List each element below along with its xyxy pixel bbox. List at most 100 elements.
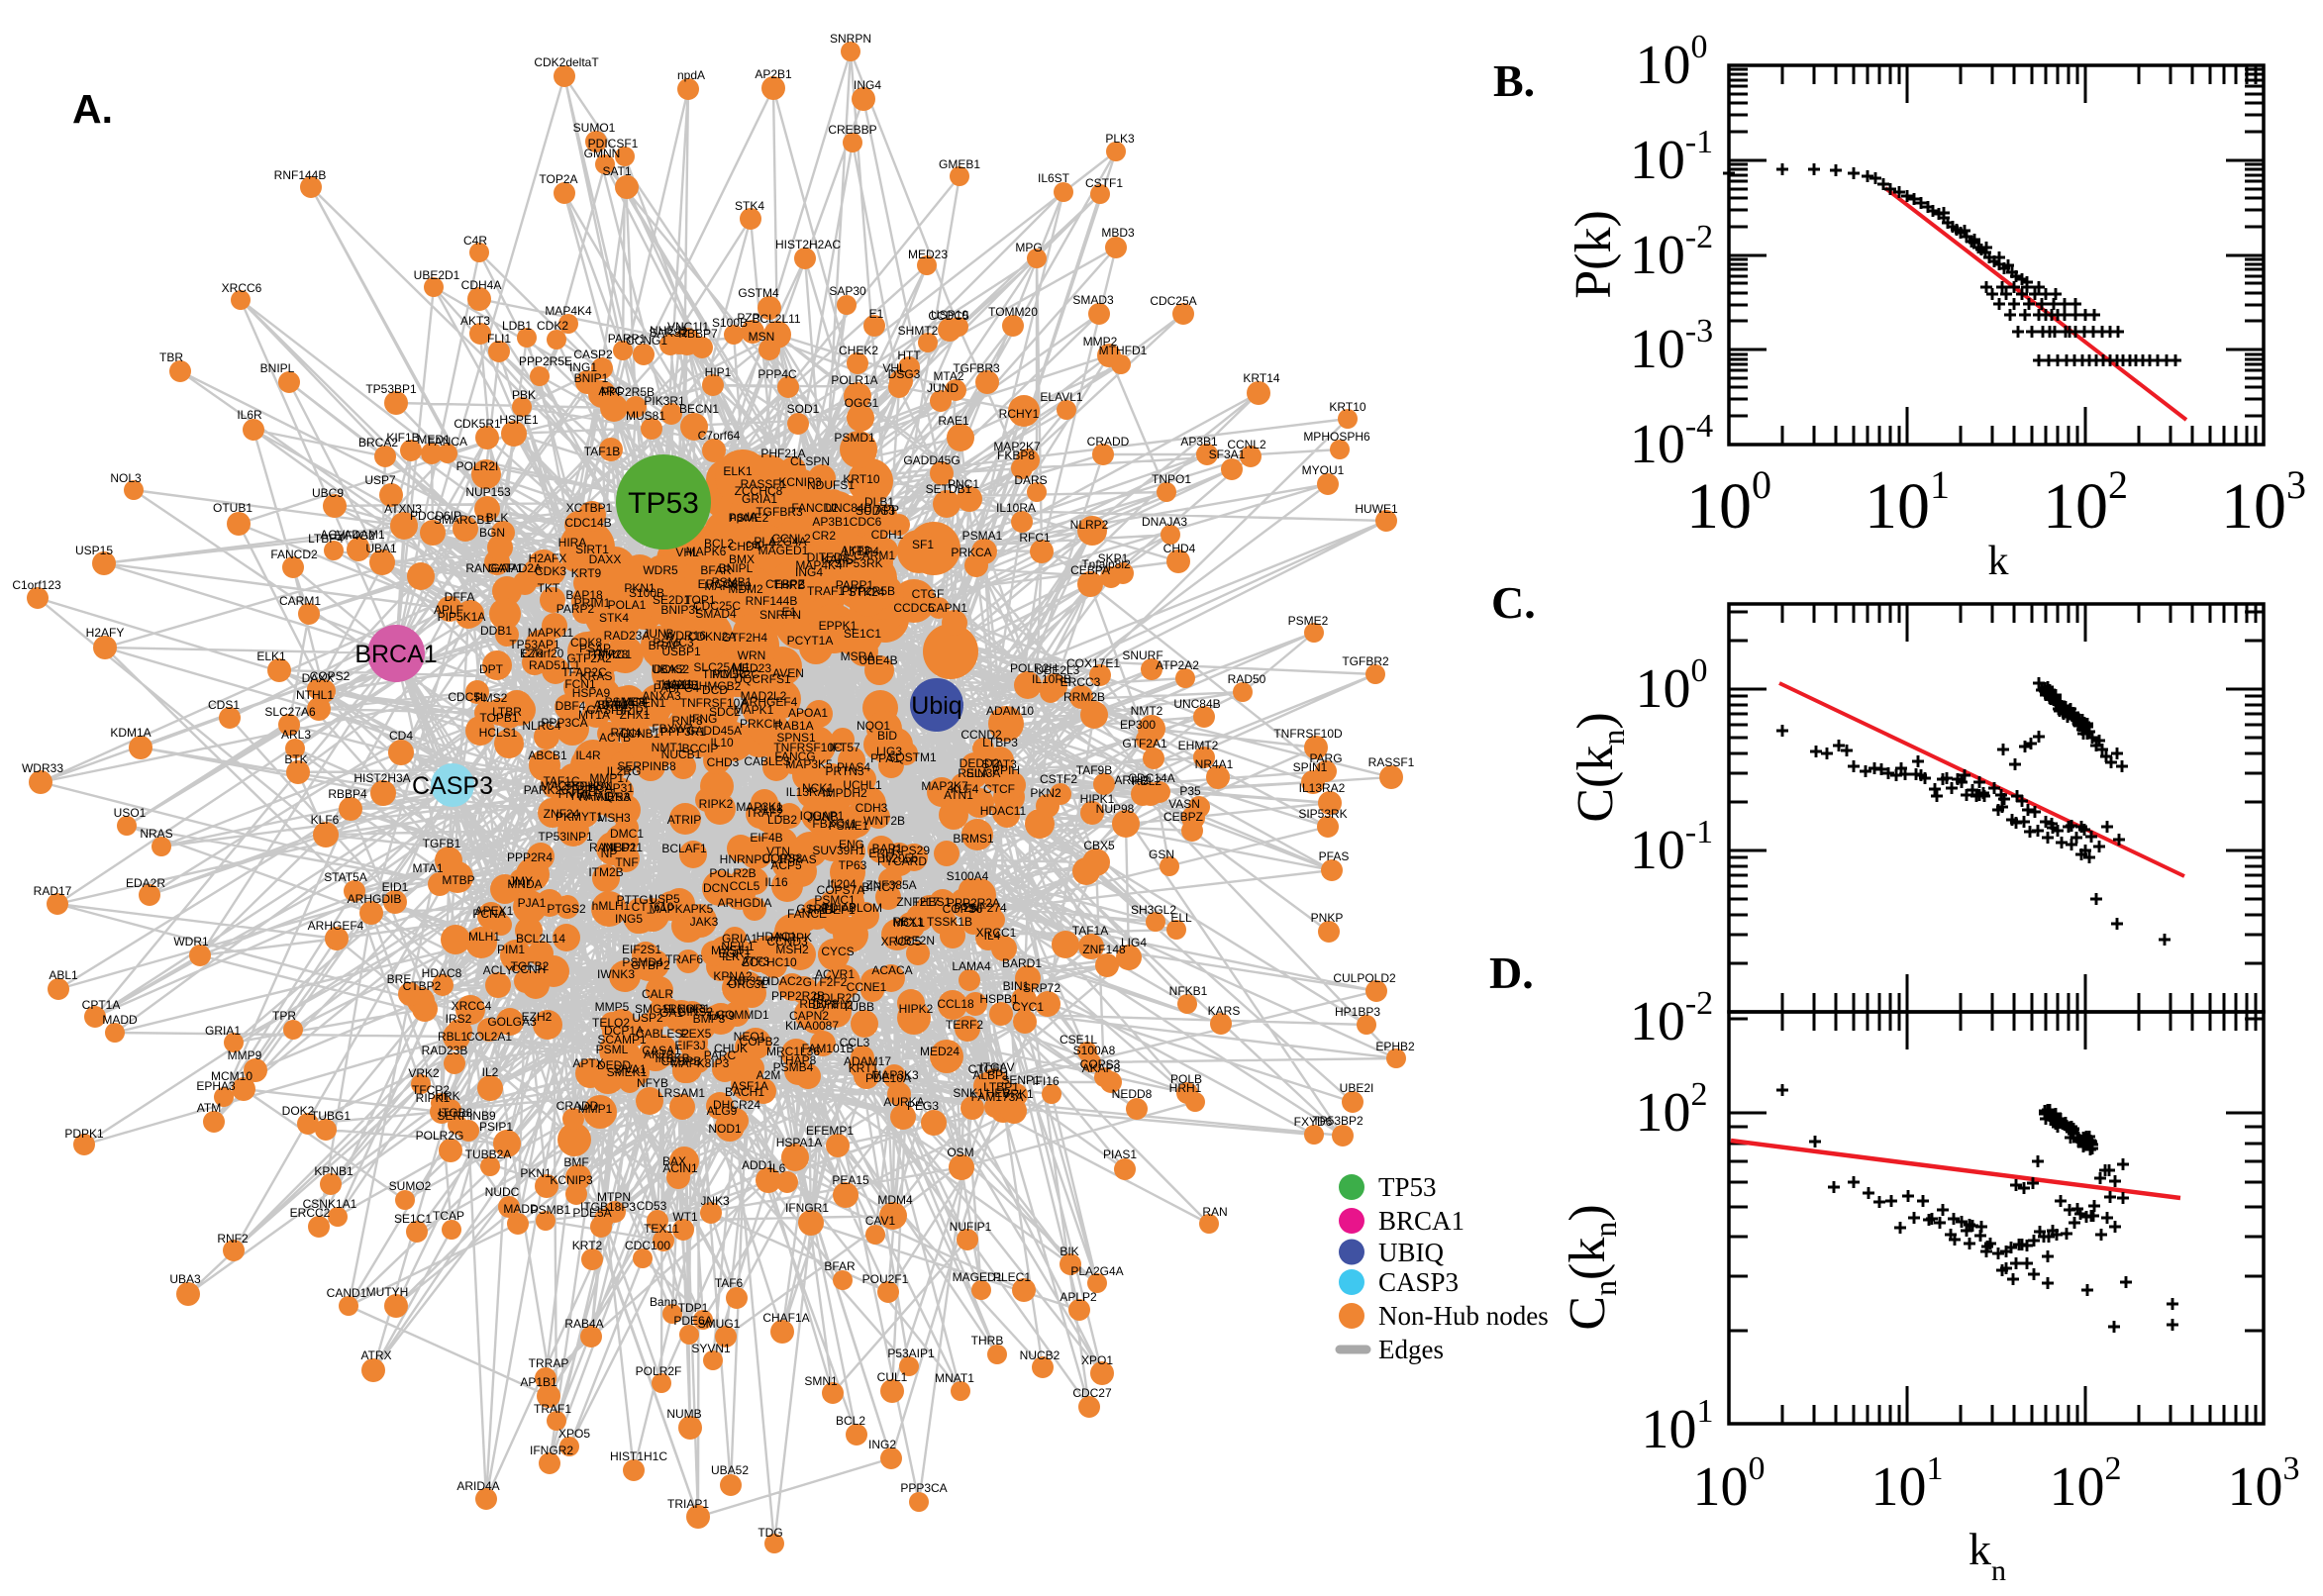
- svg-text:HIST1H1C: HIST1H1C: [610, 1449, 667, 1463]
- svg-text:COPB2: COPB2: [740, 1035, 780, 1048]
- svg-text:PPIH: PPIH: [992, 763, 1020, 777]
- svg-text:UBA3: UBA3: [169, 1272, 201, 1286]
- svg-text:DOK2: DOK2: [282, 1104, 315, 1118]
- svg-text:PJA1: PJA1: [518, 896, 547, 910]
- svg-text:GTF2H4: GTF2H4: [722, 631, 767, 645]
- svg-text:C(kn): C(kn): [1567, 712, 1631, 822]
- svg-text:PLOM: PLOM: [849, 901, 882, 915]
- svg-text:PEA15: PEA15: [832, 1173, 869, 1187]
- svg-text:MAP4K4: MAP4K4: [795, 558, 843, 572]
- svg-text:BID: BID: [877, 729, 897, 743]
- svg-text:IMPDH2: IMPDH2: [822, 786, 867, 800]
- svg-text:PTTG1: PTTG1: [617, 893, 656, 907]
- svg-text:COPS3: COPS3: [1080, 1057, 1121, 1071]
- svg-text:PSMC3: PSMC3: [653, 636, 694, 649]
- svg-text:TOP2A: TOP2A: [539, 172, 577, 186]
- svg-text:RNF144B: RNF144B: [746, 594, 798, 608]
- svg-text:IFNGR1: IFNGR1: [785, 1201, 829, 1215]
- svg-text:USO1: USO1: [114, 806, 147, 820]
- svg-text:UBA52: UBA52: [711, 1463, 749, 1477]
- svg-text:TOP1: TOP1: [684, 593, 715, 607]
- svg-text:SLNtrk3: SLNtrk3: [662, 1002, 706, 1016]
- svg-text:KDM1A: KDM1A: [110, 726, 151, 740]
- svg-text:CABLES2: CABLES2: [636, 1027, 689, 1041]
- svg-text:TGFBR3: TGFBR3: [953, 361, 1000, 375]
- svg-text:SLC25A11: SLC25A11: [693, 660, 750, 674]
- svg-text:WDR33: WDR33: [22, 761, 63, 775]
- svg-text:IFT57: IFT57: [829, 741, 860, 754]
- svg-text:XRCC6: XRCC6: [222, 281, 262, 295]
- svg-text:MCL1: MCL1: [893, 916, 925, 930]
- svg-text:VHL: VHL: [882, 361, 906, 375]
- svg-text:KARS: KARS: [822, 552, 855, 566]
- svg-text:ced-4: ced-4: [746, 537, 775, 550]
- svg-text:JNK3: JNK3: [700, 1194, 730, 1208]
- svg-text:POLR1A: POLR1A: [831, 373, 877, 387]
- svg-text:CCNE1: CCNE1: [847, 980, 887, 994]
- svg-text:MDM2: MDM2: [728, 582, 763, 596]
- svg-text:EP300: EP300: [1120, 718, 1156, 732]
- svg-text:RANGAP1: RANGAP1: [465, 561, 523, 575]
- svg-text:BMX: BMX: [729, 552, 755, 566]
- svg-text:NLRC4: NLRC4: [522, 719, 561, 733]
- svg-text:PCNA: PCNA: [472, 907, 505, 921]
- svg-text:GTF2F2: GTF2F2: [803, 975, 848, 989]
- svg-text:VRK1: VRK1: [1002, 1087, 1034, 1101]
- svg-text:MED23: MED23: [732, 661, 771, 675]
- svg-text:HUWE1: HUWE1: [1355, 502, 1398, 516]
- svg-text:KPNB1: KPNB1: [314, 1164, 354, 1178]
- svg-text:RAD17: RAD17: [34, 884, 72, 898]
- svg-text:RANBP1: RANBP1: [589, 841, 637, 854]
- svg-text:CTCFL: CTCFL: [968, 1062, 1007, 1076]
- svg-text:BACH1: BACH1: [725, 1085, 764, 1099]
- svg-text:IL6R: IL6R: [237, 408, 262, 422]
- svg-text:S100A8: S100A8: [1073, 1044, 1116, 1057]
- svg-text:MADD: MADD: [503, 1202, 539, 1216]
- svg-text:MRC1L36: MRC1L36: [766, 1045, 820, 1058]
- svg-text:RCHY1: RCHY1: [999, 407, 1040, 421]
- svg-text:TEX11: TEX11: [644, 1222, 679, 1236]
- svg-text:CCL5: CCL5: [730, 879, 760, 893]
- svg-text:SNURF: SNURF: [1122, 648, 1162, 662]
- svg-text:RIPK2: RIPK2: [699, 797, 734, 811]
- svg-text:ATRX: ATRX: [360, 1348, 391, 1362]
- svg-text:POLR2B: POLR2B: [709, 866, 756, 880]
- svg-text:VTN: VTN: [766, 845, 790, 858]
- svg-text:SE1C1: SE1C1: [394, 1212, 432, 1226]
- svg-text:CDC5L: CDC5L: [448, 690, 487, 704]
- svg-text:MED1: MED1: [417, 433, 451, 447]
- svg-text:SUV39H1: SUV39H1: [812, 844, 865, 857]
- svg-text:BCL2L14: BCL2L14: [516, 932, 565, 946]
- svg-text:MAPK1: MAPK1: [734, 703, 774, 717]
- svg-text:CASA1: CASA1: [642, 1044, 681, 1057]
- svg-text:APEX1: APEX1: [475, 904, 514, 918]
- svg-text:PRTN3: PRTN3: [825, 764, 863, 778]
- svg-text:C7orf64: C7orf64: [698, 429, 741, 443]
- svg-text:DARS: DARS: [1014, 473, 1047, 487]
- svg-text:ARHGEF4: ARHGEF4: [308, 919, 364, 933]
- svg-text:IL13RA2: IL13RA2: [1299, 781, 1346, 795]
- svg-text:ALG9: ALG9: [707, 1104, 738, 1118]
- svg-text:GATAD2A: GATAD2A: [488, 561, 542, 575]
- svg-text:TUBB: TUBB: [843, 1000, 874, 1014]
- svg-text:HRK: HRK: [435, 1089, 459, 1103]
- svg-text:GMNN: GMNN: [584, 147, 621, 160]
- svg-text:ZNF274: ZNF274: [963, 901, 1007, 915]
- svg-text:PIAS4: PIAS4: [837, 760, 870, 774]
- svg-text:EFEMP1: EFEMP1: [806, 1124, 854, 1138]
- svg-text:DMC1: DMC1: [610, 827, 644, 841]
- svg-text:npdA: npdA: [730, 510, 758, 524]
- svg-text:OSM: OSM: [947, 1146, 973, 1159]
- svg-text:NP: NP: [601, 847, 618, 860]
- svg-text:PKMYT1: PKMYT1: [556, 810, 603, 824]
- svg-text:NMT1: NMT1: [652, 741, 684, 754]
- svg-text:ZHX1: ZHX1: [620, 708, 651, 722]
- svg-text:CSTF1: CSTF1: [1085, 176, 1123, 190]
- svg-text:IL16: IL16: [764, 875, 788, 889]
- svg-text:AP1B1: AP1B1: [520, 1375, 557, 1389]
- svg-text:PPP2R5B: PPP2R5B: [842, 584, 895, 598]
- svg-text:B.: B.: [1493, 55, 1535, 106]
- svg-text:HRH1: HRH1: [1169, 1081, 1202, 1095]
- svg-text:ILK: ILK: [722, 949, 740, 963]
- svg-text:DCP1A: DCP1A: [604, 1024, 644, 1038]
